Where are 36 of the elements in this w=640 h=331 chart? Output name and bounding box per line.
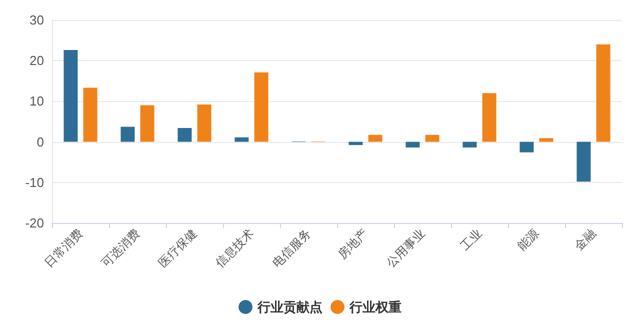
bar	[120, 126, 135, 142]
bar	[462, 142, 477, 148]
bar	[348, 142, 363, 146]
bar	[596, 44, 610, 142]
x-tick-label: 房地产	[335, 226, 370, 262]
x-tick-label: 日常消费	[42, 226, 86, 270]
y-tick-label: -20	[25, 216, 44, 230]
bar	[520, 142, 534, 152]
y-tick-label: -10	[25, 174, 44, 190]
x-tick-label: 能源	[514, 226, 542, 253]
y-tick-label: 10	[30, 94, 44, 109]
x-tick-label: 公用事业	[384, 226, 428, 270]
bar	[64, 50, 78, 142]
y-tick-label: 30	[30, 12, 44, 28]
bar	[406, 142, 420, 148]
legend-label: 行业贡献点	[256, 300, 322, 314]
x-tick-label: 金融	[572, 226, 598, 253]
bar	[83, 88, 98, 142]
bar	[140, 105, 154, 142]
legend-label: 行业权重	[348, 300, 402, 314]
y-tick-label: 20	[30, 53, 44, 68]
x-tick-label: 信息技术	[212, 226, 256, 270]
y-tick-label: 0	[36, 134, 44, 150]
bar	[178, 128, 192, 142]
bar	[539, 138, 554, 142]
bar	[576, 142, 591, 182]
bar	[368, 134, 382, 142]
x-tick-label: 可选消费	[98, 226, 142, 270]
x-tick-label: 电信服务	[270, 226, 314, 270]
x-tick-label: 工业	[458, 226, 484, 253]
bar	[254, 72, 268, 142]
bar	[425, 134, 440, 142]
x-tick-label: 医疗保健	[156, 226, 200, 270]
bar	[234, 137, 249, 142]
bar	[197, 104, 212, 142]
bar	[482, 93, 496, 142]
